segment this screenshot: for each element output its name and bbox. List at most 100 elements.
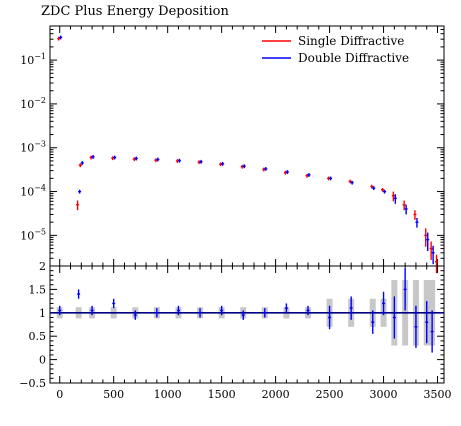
ratio-point (198, 308, 202, 318)
data-point (393, 194, 397, 204)
ratio-y-tick-label: 2 (39, 260, 46, 273)
bottom-frame (49, 265, 445, 384)
y-tick-label-exponent: −1 (34, 52, 46, 61)
ratio-point (328, 305, 332, 330)
data-point (78, 189, 82, 194)
chart-title: ZDC Plus Energy Deposition (41, 4, 229, 19)
y-tick-label-base: 10 (20, 142, 34, 155)
data-point (264, 167, 268, 171)
data-point (372, 186, 376, 191)
ratio-y-tick-label: 0 (39, 354, 46, 367)
x-tick-label: 2000 (262, 388, 290, 401)
ratio-point (241, 310, 245, 320)
y-tick-label-exponent: −4 (34, 184, 46, 193)
ratio-point (112, 298, 116, 309)
ratio-y-tick-label: 1.5 (29, 283, 47, 296)
data-point (134, 156, 138, 161)
ratio-series (58, 268, 434, 353)
y-tick-label: 10−5 (20, 227, 46, 242)
data-point (285, 170, 289, 174)
y-tick-label: 10−4 (20, 184, 46, 199)
y-tick-label: 10−2 (20, 96, 46, 111)
data-point (221, 161, 225, 166)
y-tick-label-base: 10 (20, 98, 34, 111)
y-tick-label-exponent: −5 (34, 227, 46, 236)
data-point (431, 245, 435, 265)
x-tick-label: 0 (56, 388, 63, 401)
series-single-diffractive (57, 36, 439, 274)
ratio-y-tick-label: 0.5 (29, 330, 47, 343)
x-tick-label: 3500 (424, 388, 452, 401)
data-point (57, 36, 61, 41)
x-tick-label: 3000 (370, 388, 398, 401)
ratio-point (155, 308, 159, 318)
ratio-point (176, 305, 180, 316)
ratio-point (430, 310, 434, 353)
ratio-point (220, 305, 224, 316)
data-point (59, 35, 63, 40)
data-point (350, 180, 354, 185)
series-double-diffractive (59, 35, 435, 265)
ratio-point (392, 296, 396, 339)
data-point (429, 241, 433, 260)
data-point (76, 200, 80, 211)
ratio-point (133, 310, 137, 320)
ratio-point (306, 305, 310, 316)
data-point (154, 158, 158, 163)
x-tick-label: 500 (103, 388, 124, 401)
data-point (91, 155, 95, 159)
ratio-point (414, 305, 418, 348)
ratio-point (403, 268, 407, 311)
ratio-point (425, 301, 429, 344)
y-tick-label-exponent: −3 (34, 140, 46, 149)
data-point (78, 163, 82, 168)
data-point (307, 173, 311, 177)
data-point (242, 164, 246, 169)
ratio-point (77, 289, 81, 299)
data-point (80, 161, 84, 165)
data-point (199, 159, 203, 164)
ratio-point (263, 308, 267, 318)
ratio-panel: 0 500 1000 1500 2000 2500 3000 3500 −0.5 0 0.5 1 1.5… (19, 260, 451, 401)
ratio-y-tick-label: 1 (39, 307, 46, 320)
legend: Single Diffractive Double Diffractive (262, 34, 409, 65)
ratio-point (371, 310, 375, 334)
y-tick-label: 10−3 (20, 140, 46, 155)
ratio-point (284, 303, 288, 313)
ratio-y-tick-label: −0.5 (19, 377, 46, 390)
data-point (435, 254, 439, 274)
data-point (404, 204, 408, 215)
ratio-point (349, 296, 353, 320)
data-point (177, 158, 181, 163)
x-tick-label: 1000 (154, 388, 182, 401)
data-point (329, 176, 333, 181)
data-point (156, 157, 160, 162)
y-tick-label-base: 10 (20, 54, 34, 67)
data-point (113, 155, 117, 160)
data-point (413, 210, 417, 220)
legend-label: Double Diffractive (298, 51, 409, 65)
data-point (305, 173, 309, 178)
data-point (391, 191, 395, 202)
data-point (415, 217, 419, 228)
x-tick-label: 2500 (316, 388, 344, 401)
data-point (348, 179, 352, 184)
y-tick-label: 10−1 (20, 52, 46, 67)
ratio-point (382, 291, 386, 316)
x-tick-label: 1500 (208, 388, 236, 401)
data-point (370, 184, 374, 189)
data-point (381, 187, 385, 192)
data-point (426, 232, 430, 251)
data-point (424, 228, 428, 247)
ratio-point (90, 305, 94, 316)
y-tick-label-exponent: −2 (34, 96, 46, 105)
data-point (402, 200, 406, 211)
y-tick-label-base: 10 (20, 229, 34, 242)
data-point (383, 189, 387, 194)
ratio-point (58, 305, 62, 316)
legend-label: Single Diffractive (298, 34, 404, 48)
y-tick-label-base: 10 (20, 186, 34, 199)
